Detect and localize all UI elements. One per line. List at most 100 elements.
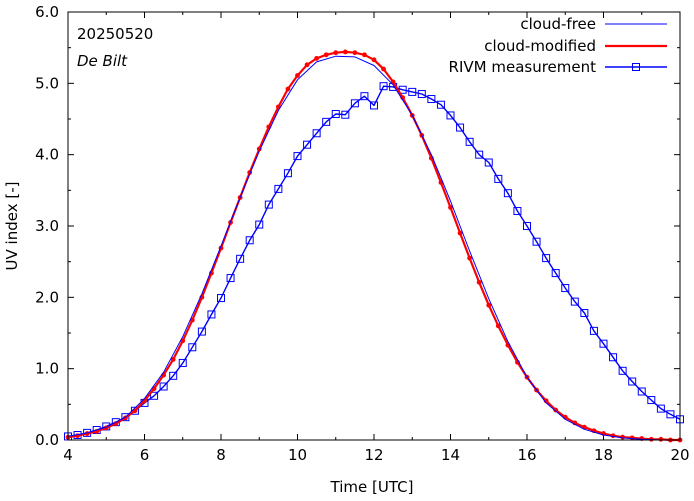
data-point-rivm-measurement <box>494 174 503 183</box>
data-point-cloud-modified <box>352 50 358 56</box>
data-point-rivm-measurement <box>666 410 675 419</box>
data-point-cloud-modified <box>381 66 386 72</box>
data-point-cloud-modified <box>333 50 339 56</box>
data-point-rivm-measurement <box>303 140 312 149</box>
data-point-rivm-measurement <box>121 413 130 422</box>
data-point-rivm-measurement <box>618 366 627 375</box>
data-point-cloud-modified <box>486 302 492 308</box>
legend: cloud-free cloud-modified RIVM measurement <box>449 15 667 76</box>
data-point-rivm-measurement <box>542 254 551 263</box>
data-point-rivm-measurement <box>379 82 388 91</box>
date-annotation: 20250520 <box>77 25 153 43</box>
x-tick-label: 8 <box>216 446 226 464</box>
data-point-rivm-measurement <box>456 123 465 132</box>
data-point-rivm-measurement <box>293 152 302 161</box>
x-tick-label: 20 <box>670 446 689 464</box>
data-point-cloud-modified <box>448 205 453 210</box>
data-point-rivm-measurement <box>513 207 522 216</box>
data-point-rivm-measurement <box>245 236 254 245</box>
data-point-rivm-measurement <box>350 99 359 108</box>
data-point-rivm-measurement <box>427 95 436 104</box>
data-point-cloud-modified <box>553 407 559 413</box>
series-cloud-free <box>67 55 680 441</box>
series-rivm-measurement <box>64 82 684 441</box>
data-point-rivm-measurement <box>341 110 350 119</box>
x-tick-label: 10 <box>288 446 307 464</box>
data-point-rivm-measurement <box>188 343 197 352</box>
x-tick-label: 16 <box>517 446 536 464</box>
data-point-rivm-measurement <box>178 358 187 367</box>
y-tick-label: 0.0 <box>35 431 59 449</box>
data-point-rivm-measurement <box>264 200 273 209</box>
tick-labels: 4 6 8 10 12 14 16 18 20 0.0 1.0 2.0 3.0 4.0 5.0 6.0 <box>35 3 689 464</box>
data-point-rivm-measurement <box>255 220 264 229</box>
location-annotation: De Bilt <box>77 52 128 70</box>
x-tick-label: 18 <box>594 446 613 464</box>
y-axis-label: UV index [-] <box>3 182 21 271</box>
data-point-rivm-measurement <box>283 169 292 178</box>
data-point-rivm-measurement <box>236 254 245 263</box>
data-point-cloud-modified <box>342 49 348 55</box>
data-point-rivm-measurement <box>436 100 445 109</box>
data-point-rivm-measurement <box>370 101 378 110</box>
data-point-rivm-measurement <box>312 129 321 138</box>
data-point-rivm-measurement <box>484 158 493 167</box>
data-point-rivm-measurement <box>609 353 618 362</box>
data-point-rivm-measurement <box>159 382 168 391</box>
data-point-rivm-measurement <box>465 137 474 146</box>
legend-marker-rivm-measurement <box>632 63 640 71</box>
legend-label-cloud-modified: cloud-modified <box>484 37 596 55</box>
y-tick-label: 1.0 <box>35 360 59 378</box>
data-point-rivm-measurement <box>599 339 608 348</box>
data-point-rivm-measurement <box>331 110 340 119</box>
data-point-rivm-measurement <box>523 222 531 230</box>
data-point-rivm-measurement <box>446 111 455 120</box>
y-tick-label: 2.0 <box>35 288 59 306</box>
data-point-cloud-modified <box>295 73 300 78</box>
data-point-rivm-measurement <box>656 404 665 413</box>
data-point-cloud-modified <box>362 52 367 58</box>
data-point-cloud-modified <box>495 323 501 329</box>
data-point-rivm-measurement <box>532 237 541 246</box>
data-point-rivm-measurement <box>561 284 570 293</box>
legend-label-cloud-free: cloud-free <box>520 15 596 33</box>
data-point-rivm-measurement <box>217 294 225 303</box>
data-point-rivm-measurement <box>150 391 159 400</box>
x-tick-label: 14 <box>441 446 460 464</box>
x-tick-label: 4 <box>63 446 73 464</box>
series-layer <box>64 49 684 443</box>
data-point-rivm-measurement <box>475 150 484 159</box>
data-point-cloud-modified <box>170 356 176 362</box>
y-tick-label: 3.0 <box>35 217 59 235</box>
data-point-cloud-modified <box>476 279 482 285</box>
data-point-cloud-modified <box>304 62 310 68</box>
data-point-rivm-measurement <box>637 387 646 396</box>
series-cloud-modified <box>65 49 683 443</box>
data-point-rivm-measurement <box>551 269 560 278</box>
data-point-cloud-modified <box>658 436 664 442</box>
y-tick-label: 4.0 <box>35 146 59 164</box>
data-point-cloud-modified <box>323 52 329 58</box>
data-point-cloud-modified <box>285 86 291 92</box>
data-point-rivm-measurement <box>408 87 417 96</box>
y-tick-label: 5.0 <box>35 74 59 92</box>
series-line-cloud-free <box>67 55 680 441</box>
data-point-rivm-measurement <box>207 310 216 319</box>
y-tick-label: 6.0 <box>35 3 59 21</box>
legend-label-rivm-measurement: RIVM measurement <box>449 58 597 76</box>
data-point-cloud-modified <box>314 55 320 61</box>
data-point-rivm-measurement <box>197 327 206 336</box>
data-point-rivm-measurement <box>589 326 598 335</box>
x-axis-label: Time [UTC] <box>330 478 414 496</box>
data-point-rivm-measurement <box>322 117 331 126</box>
data-point-rivm-measurement <box>274 184 283 193</box>
data-point-rivm-measurement <box>570 297 579 306</box>
data-point-cloud-modified <box>457 230 463 236</box>
plot-frame <box>67 11 681 441</box>
data-point-rivm-measurement <box>580 309 589 318</box>
data-point-rivm-measurement <box>360 92 369 101</box>
data-point-rivm-measurement <box>503 189 512 198</box>
x-tick-label: 12 <box>364 446 383 464</box>
